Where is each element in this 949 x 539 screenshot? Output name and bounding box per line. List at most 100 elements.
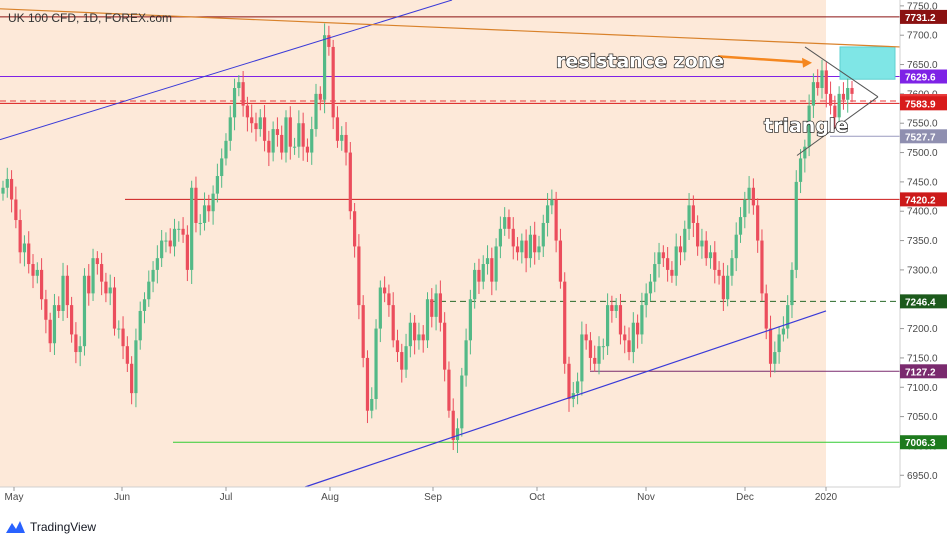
candle-body [554,199,558,241]
candle-body [494,246,498,282]
candle [515,237,520,261]
candle [554,191,558,253]
candle [850,80,854,103]
candle [833,95,837,130]
candle [254,112,258,142]
candle-body [846,88,850,100]
candle-body [691,205,695,223]
y-tick-label: 7200.0 [907,324,938,335]
candle-body [811,82,816,106]
candle [520,233,524,264]
price-tag-box [900,192,947,207]
candle [657,242,661,278]
x-tick-label: Aug [321,492,339,503]
candle [138,301,142,350]
candle-body [18,220,22,253]
candle [164,232,168,253]
candle [160,230,164,267]
candle [87,264,91,306]
candle [790,262,794,319]
candle-body [781,328,785,335]
candle [730,249,734,286]
candle [151,261,155,293]
candle-body [125,346,129,364]
candle [172,218,177,257]
candle-body [743,199,747,218]
candle-body [841,93,846,100]
candle [250,104,254,133]
candle-body [687,205,691,229]
candle-body [837,93,841,118]
candle-body [708,252,713,259]
candle [644,283,648,318]
candle-body [121,328,125,347]
candle-body [610,305,614,311]
candle [803,139,807,173]
candle-body [730,258,734,276]
candle-body [117,328,121,330]
candle [743,191,747,229]
tradingview-logo-icon[interactable] [4,519,26,535]
candle-body [314,93,318,130]
candle [786,295,790,339]
candle [661,245,665,267]
candle [228,105,232,151]
triangle-upper-line [804,46,879,98]
candle [27,231,31,274]
candle-body [738,217,743,235]
candle [232,78,237,131]
candle-body [374,328,378,399]
candle-body [310,129,314,153]
candle-body [661,252,665,259]
candle-body [588,340,593,358]
candle [640,292,644,344]
candle [537,235,541,260]
candle-body [91,258,95,294]
y-tick-label: 7450.0 [907,177,938,188]
candle-body [756,205,760,241]
candle [142,292,147,324]
lower-channel-line [304,310,827,488]
candle-body [57,305,61,311]
candle-body [331,46,335,118]
candle-body [601,346,605,348]
candle-body [387,293,391,306]
tradingview-brand[interactable]: TradingView [30,519,97,534]
candle-body [764,293,768,329]
candle-body [181,228,185,235]
candle [280,125,284,160]
candle [726,265,730,307]
candle [678,235,683,266]
candle-body [172,228,177,247]
upper-channel-line [0,0,453,141]
resistance-arrow-shaft [717,55,807,64]
shaded-region [0,0,826,487]
candle-body [39,269,44,300]
candle-body [301,123,305,147]
candle-body [580,334,584,382]
candle-body [807,105,811,147]
candle-body [533,234,537,253]
candle-body [413,322,417,341]
candle [713,241,717,284]
candle-body [400,352,404,370]
candle [198,214,202,236]
candle [558,228,563,289]
candle [443,312,447,382]
candle-body [451,410,455,441]
candle [601,338,605,360]
candle-body [327,35,331,47]
candle [777,326,781,364]
candle [61,262,65,321]
candle-body [361,305,365,358]
candle [447,361,451,418]
y-tick-label: 7700.0 [907,31,938,42]
candles-layer [1,23,854,453]
x-tick-label: 2020 [815,492,838,503]
candle-body [335,117,340,141]
candle [425,292,430,348]
candle [245,96,250,132]
candle [391,292,395,348]
candle [383,276,387,303]
candle [48,312,52,353]
